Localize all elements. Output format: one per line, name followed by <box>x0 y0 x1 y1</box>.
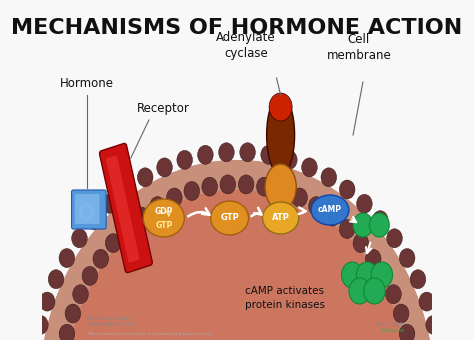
Circle shape <box>282 150 297 169</box>
Circle shape <box>321 168 337 187</box>
Text: Cell
membrane: Cell membrane <box>327 33 391 62</box>
Circle shape <box>364 278 385 304</box>
Circle shape <box>119 180 135 199</box>
Circle shape <box>365 249 381 268</box>
Circle shape <box>137 168 153 187</box>
Circle shape <box>86 211 101 230</box>
Text: MECHANISMS OF HORMONE ACTION: MECHANISMS OF HORMONE ACTION <box>11 18 463 38</box>
Circle shape <box>184 182 200 201</box>
Circle shape <box>339 180 355 199</box>
Circle shape <box>93 249 109 268</box>
Circle shape <box>399 249 415 268</box>
Circle shape <box>399 324 415 340</box>
Circle shape <box>73 285 88 304</box>
Circle shape <box>33 316 48 335</box>
Circle shape <box>371 262 392 288</box>
Circle shape <box>309 197 324 216</box>
Circle shape <box>65 304 81 323</box>
FancyBboxPatch shape <box>100 143 152 273</box>
Ellipse shape <box>143 199 184 237</box>
FancyBboxPatch shape <box>106 155 139 262</box>
Circle shape <box>386 285 401 304</box>
Text: Designua: Designua <box>381 328 404 333</box>
Text: GTP: GTP <box>155 221 173 230</box>
Circle shape <box>39 292 55 311</box>
Circle shape <box>238 175 254 194</box>
Circle shape <box>274 182 290 201</box>
Text: This automated comp image is for positioning purposes only: This automated comp image is for positio… <box>87 332 212 336</box>
Circle shape <box>356 262 378 288</box>
Circle shape <box>261 145 276 164</box>
Circle shape <box>325 207 340 226</box>
Circle shape <box>150 197 165 216</box>
Circle shape <box>292 188 308 207</box>
Ellipse shape <box>267 95 295 175</box>
Circle shape <box>102 194 118 213</box>
Circle shape <box>339 220 355 238</box>
Ellipse shape <box>210 201 248 235</box>
Circle shape <box>430 339 446 340</box>
Text: cAMP activates
protein kinases: cAMP activates protein kinases <box>245 286 325 310</box>
Circle shape <box>342 262 363 288</box>
Text: 40174329: 40174329 <box>376 322 404 327</box>
Circle shape <box>256 177 272 196</box>
Circle shape <box>353 234 369 253</box>
Circle shape <box>219 143 234 162</box>
Circle shape <box>349 278 370 304</box>
Circle shape <box>387 229 402 248</box>
Circle shape <box>119 220 135 238</box>
Circle shape <box>82 267 98 285</box>
Circle shape <box>301 158 317 177</box>
Text: Receptor: Receptor <box>137 102 190 115</box>
Circle shape <box>157 158 173 177</box>
Circle shape <box>72 229 87 248</box>
Circle shape <box>373 211 388 230</box>
PathPatch shape <box>42 190 432 340</box>
Text: ATP: ATP <box>272 214 290 222</box>
Text: GDP: GDP <box>155 207 173 217</box>
Circle shape <box>370 213 389 237</box>
Circle shape <box>166 188 182 207</box>
Text: Download from
Dreamstime.com: Download from Dreamstime.com <box>87 316 135 327</box>
Ellipse shape <box>311 195 349 225</box>
Circle shape <box>202 177 218 196</box>
Circle shape <box>134 207 149 226</box>
Circle shape <box>353 213 373 237</box>
Circle shape <box>220 175 236 194</box>
Ellipse shape <box>269 93 292 121</box>
Circle shape <box>240 143 255 162</box>
Circle shape <box>59 249 75 268</box>
Ellipse shape <box>263 202 299 234</box>
PathPatch shape <box>39 160 435 340</box>
Circle shape <box>426 316 441 335</box>
Circle shape <box>419 292 435 311</box>
Circle shape <box>48 270 64 289</box>
FancyBboxPatch shape <box>75 194 100 224</box>
Circle shape <box>177 150 192 169</box>
Circle shape <box>356 194 372 213</box>
Text: GTP: GTP <box>220 214 239 222</box>
Circle shape <box>28 339 44 340</box>
Circle shape <box>393 304 409 323</box>
Circle shape <box>105 234 121 253</box>
Text: cAMP: cAMP <box>318 205 342 215</box>
Circle shape <box>376 267 392 285</box>
Text: Adenylate
cyclase: Adenylate cyclase <box>216 31 276 60</box>
Circle shape <box>198 145 213 164</box>
Text: Hormone: Hormone <box>60 77 114 90</box>
Ellipse shape <box>265 164 296 210</box>
Circle shape <box>59 324 75 340</box>
Circle shape <box>410 270 426 289</box>
FancyBboxPatch shape <box>72 190 106 229</box>
PathPatch shape <box>40 160 434 340</box>
